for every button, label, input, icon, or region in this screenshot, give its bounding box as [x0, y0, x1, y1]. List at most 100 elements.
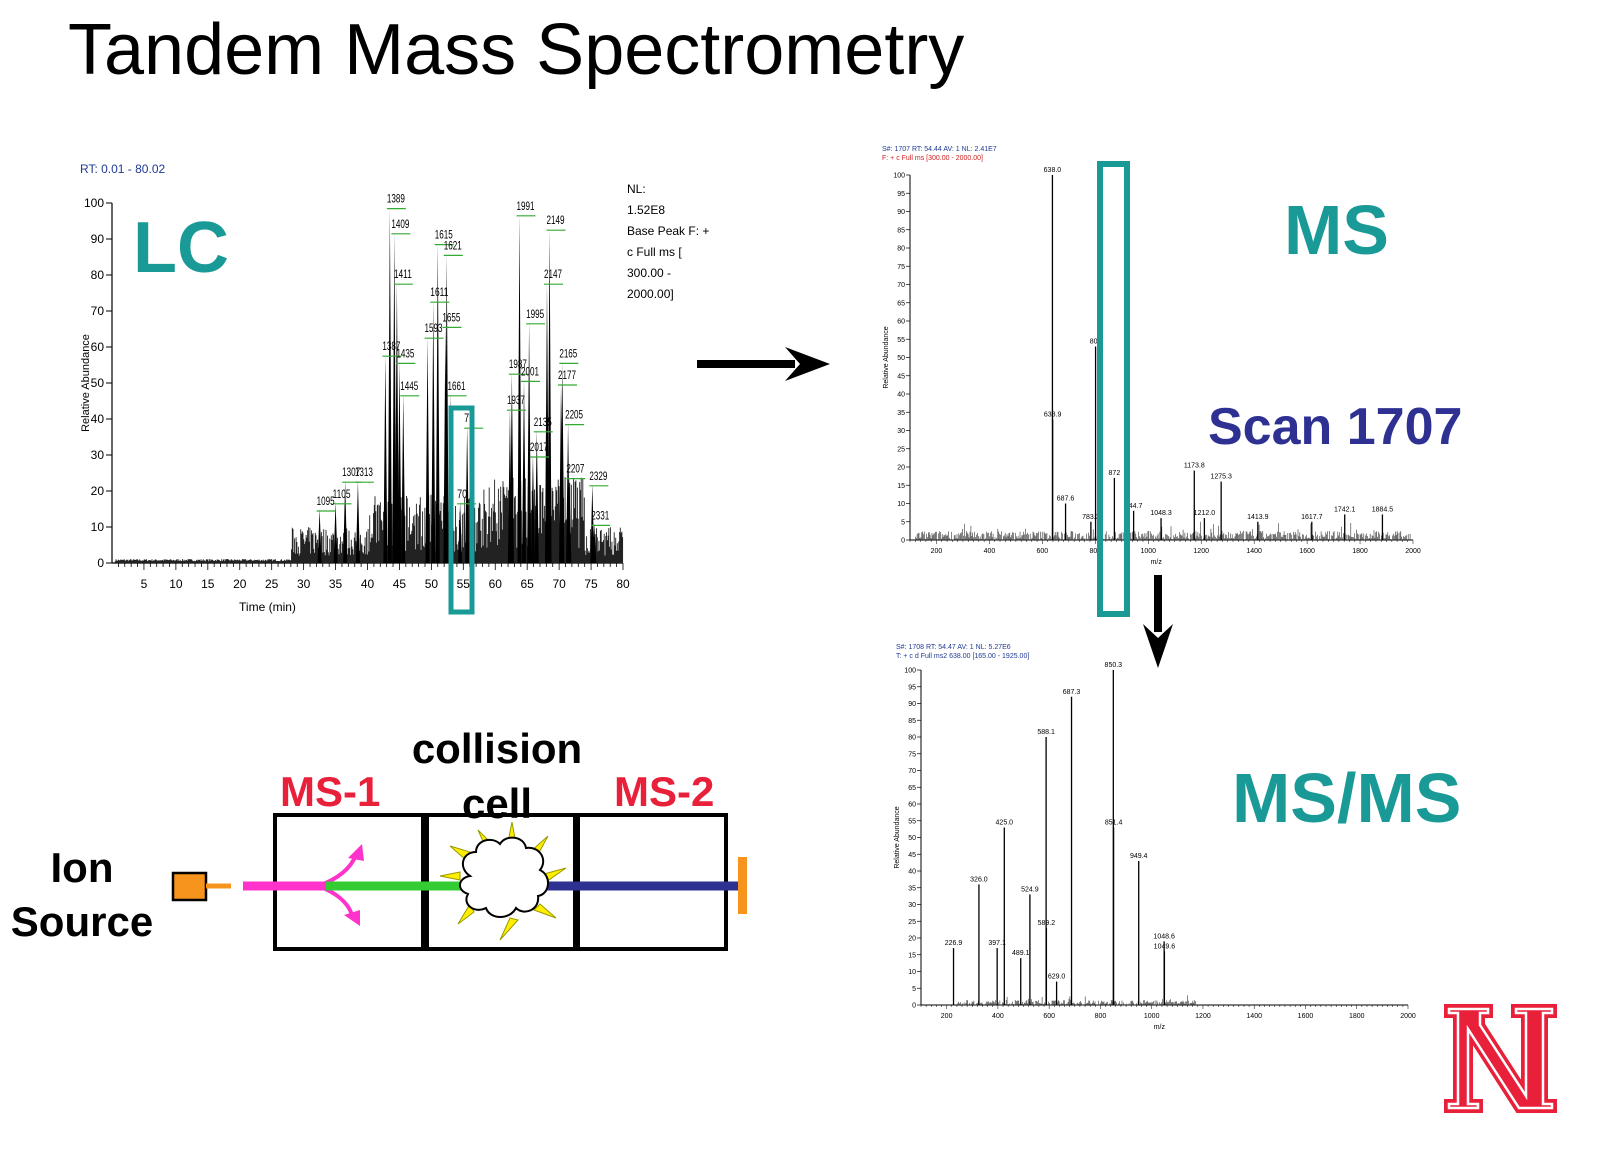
msms-y-tick-label: 45 — [908, 852, 916, 859]
deflected-ion-down — [317, 884, 354, 916]
ms-x-tick-label: 2000 — [1405, 548, 1421, 555]
lc-peak — [592, 523, 597, 563]
lc-y-tick-label: 30 — [91, 448, 105, 462]
msms-y-tick-label: 10 — [908, 969, 916, 976]
lc-peak-label: 1987 — [509, 357, 527, 371]
lc-header: RT: 0.01 - 80.02 — [80, 162, 165, 176]
ms-y-tick-label: 35 — [897, 410, 905, 417]
down-arrow-icon — [1143, 575, 1173, 668]
lc-info-line: c Full ms [ — [627, 245, 682, 259]
ms-spectrum: S#: 1707 RT: 54.44 AV: 1 NL: 2.41E7 F: + … — [882, 146, 1421, 566]
lc-peak-label: 1105 — [333, 487, 351, 501]
right-arrow-icon — [697, 347, 830, 381]
ms-y-tick-label: 90 — [897, 209, 905, 216]
ms-y-tick-label: 5 — [901, 519, 905, 526]
lc-label: LC — [133, 208, 229, 288]
lc-peak — [355, 480, 360, 563]
lc-peak — [392, 231, 397, 564]
lc-peak-label: 1995 — [526, 307, 544, 321]
msms-y-tick-label: 25 — [908, 919, 916, 926]
ms-x-tick-label: 200 — [931, 548, 943, 555]
lc-x-tick-label: 60 — [489, 577, 503, 591]
msms-x-tick-label: 1000 — [1144, 1013, 1160, 1020]
msms-peak-label: 589.2 — [1038, 920, 1056, 927]
msms-y-tick-label: 60 — [908, 802, 916, 809]
ms-x-tick-label: 800 — [1089, 548, 1101, 555]
lc-x-tick-label: 80 — [616, 577, 630, 591]
lc-peak — [317, 509, 322, 563]
ms-peak-label: 1413.9 — [1247, 514, 1269, 521]
ms-peak-label: 1275.3 — [1210, 474, 1232, 481]
ms-y-tick-label: 15 — [897, 483, 905, 490]
detector-icon — [738, 857, 747, 914]
lc-peak — [397, 361, 402, 563]
ms-peak-label: 944.7 — [1125, 503, 1143, 510]
msms-peak-label: 1049.6 — [1154, 943, 1176, 950]
lc-peak-label: 1621 — [444, 238, 462, 252]
msms-x-tick-label: 1600 — [1298, 1013, 1314, 1020]
lc-peak — [387, 206, 392, 563]
msms-peak-label: 850.3 — [1105, 662, 1123, 669]
collision-label-line1: collision — [412, 725, 582, 772]
lc-peak — [547, 228, 552, 563]
msms-y-tick-label: 70 — [908, 768, 916, 775]
msms-x-tick-label: 800 — [1095, 1013, 1107, 1020]
lc-peak — [425, 336, 430, 563]
msms-peak-label: 1048.6 — [1153, 933, 1175, 940]
lc-y-tick-label: 80 — [91, 268, 105, 282]
lc-x-tick-label: 45 — [393, 577, 407, 591]
lc-peak-label: 79 — [464, 411, 474, 425]
lc-peak-label: 2177 — [558, 368, 576, 382]
ms-y-tick-label: 50 — [897, 355, 905, 362]
ms-x-axis-label: m/z — [1151, 559, 1163, 566]
lc-peak — [507, 408, 512, 563]
msms-peak-label: 629.0 — [1048, 974, 1066, 981]
ms-peak-label: 1742.1 — [1334, 506, 1356, 513]
ion-source-label-line1: Ion — [51, 844, 114, 891]
lc-peak-label: 2205 — [565, 408, 583, 422]
msms-x-tick-label: 1800 — [1349, 1013, 1365, 1020]
ms-noise — [915, 521, 1411, 540]
msms-peak-label: 425.0 — [996, 819, 1014, 826]
lc-peak — [544, 282, 549, 563]
lc-x-tick-label: 25 — [265, 577, 279, 591]
lc-peak — [443, 325, 448, 563]
ms-label: MS — [1284, 191, 1389, 269]
ms-peak-label: 1048.3 — [1150, 510, 1172, 517]
lc-x-axis-label: Time (min) — [239, 600, 296, 614]
lc-peak — [517, 213, 522, 564]
ms-peak-label: 872 — [1109, 470, 1121, 477]
ms2-label: MS-2 — [614, 768, 714, 815]
ms-y-tick-label: 80 — [897, 246, 905, 253]
collision-label-line2: cell — [462, 780, 532, 827]
ms-peak-label: 1212.0 — [1194, 510, 1216, 517]
msms-y-tick-label: 80 — [908, 735, 916, 742]
lc-x-tick-label: 65 — [521, 577, 535, 591]
ms1-label: MS-1 — [280, 768, 380, 815]
ms-peak-label: 638.0 — [1044, 167, 1062, 174]
lc-x-tick-label: 40 — [361, 577, 375, 591]
msms-y-tick-label: 30 — [908, 902, 916, 909]
msms-y-tick-label: 90 — [908, 701, 916, 708]
msms-peak-label: 588.1 — [1037, 729, 1055, 736]
lc-peak-label: 1389 — [387, 192, 405, 206]
ms-y-tick-label: 95 — [897, 191, 905, 198]
lc-info-line: Base Peak F: + — [627, 224, 709, 238]
ms-y-axis-label: Relative Abundance — [883, 326, 890, 388]
msms-y-tick-label: 75 — [908, 751, 916, 758]
ms-y-tick-label: 75 — [897, 264, 905, 271]
ion-source-icon — [171, 871, 208, 902]
lc-peak — [431, 300, 436, 563]
ms-selection-box — [1097, 161, 1130, 617]
msms-peak-label: 397.1 — [988, 940, 1006, 947]
lc-x-tick-label: 75 — [584, 577, 598, 591]
msms-y-tick-label: 20 — [908, 936, 916, 943]
lc-peak-label: 1411 — [394, 267, 412, 281]
lc-y-tick-label: 40 — [91, 412, 105, 426]
ms-y-tick-label: 0 — [901, 538, 905, 545]
ms-x-tick-label: 600 — [1037, 548, 1049, 555]
ms-x-tick-label: 400 — [984, 548, 996, 555]
lc-peak-label: 70 — [457, 487, 467, 501]
msms-y-tick-label: 100 — [904, 668, 916, 675]
lc-info-line: NL: — [627, 182, 646, 196]
